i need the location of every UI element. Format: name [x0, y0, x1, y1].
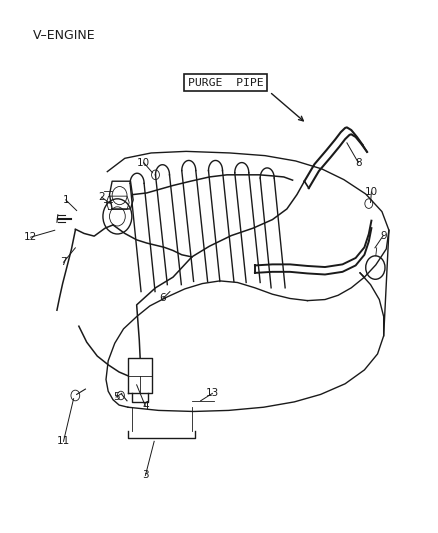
Text: 11: 11: [57, 437, 70, 446]
Text: 8: 8: [355, 158, 362, 167]
Text: 5: 5: [113, 392, 120, 402]
Text: 10: 10: [365, 187, 378, 197]
Text: 4: 4: [142, 401, 149, 411]
Text: 6: 6: [159, 294, 166, 303]
Text: 9: 9: [380, 231, 387, 240]
Text: 2: 2: [98, 192, 105, 202]
Text: 10: 10: [137, 158, 150, 167]
Text: 7: 7: [60, 257, 67, 267]
Text: 3: 3: [142, 471, 149, 480]
Text: V–ENGINE: V–ENGINE: [33, 29, 95, 42]
Text: 13: 13: [206, 389, 219, 398]
Text: PURGE  PIPE: PURGE PIPE: [188, 78, 263, 87]
Text: 1: 1: [62, 195, 69, 205]
Text: 12: 12: [24, 232, 37, 242]
